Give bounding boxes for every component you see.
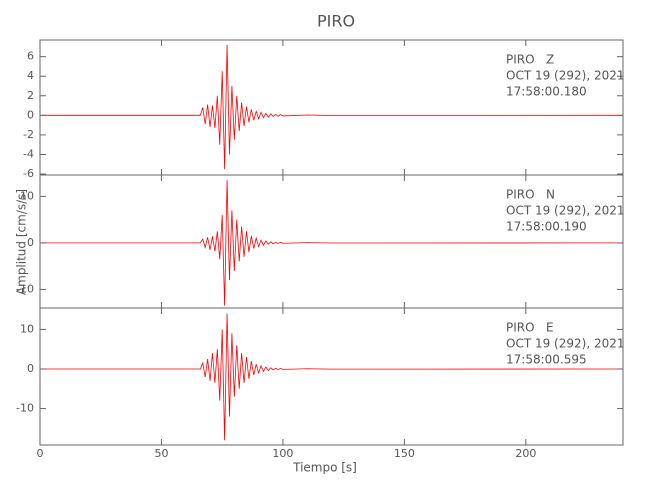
x-tick-label: 0 xyxy=(37,447,44,460)
annotation: OCT 19 (292), 2021 xyxy=(506,69,625,83)
y-tick-label: 10 xyxy=(20,322,34,335)
y-tick-label: -10 xyxy=(16,282,34,295)
annotation: PIRO E xyxy=(506,321,554,335)
waveform xyxy=(40,313,624,441)
chart-title: PIRO xyxy=(317,12,355,31)
y-axis-label: Amplitud [cm/s/s] xyxy=(15,189,29,295)
waveform xyxy=(40,44,624,170)
annotation: OCT 19 (292), 2021 xyxy=(506,337,625,351)
panel-frame xyxy=(39,307,624,446)
y-tick-label: 2 xyxy=(27,89,34,102)
y-tick-label: 0 xyxy=(27,108,34,121)
annotation: OCT 19 (292), 2021 xyxy=(506,204,625,218)
x-tick-label: 100 xyxy=(272,447,293,460)
y-tick-label: -2 xyxy=(23,128,34,141)
x-axis-label: Tiempo [s] xyxy=(292,461,357,475)
annotation: 17:58:00.190 xyxy=(506,220,587,234)
annotation: PIRO N xyxy=(506,188,555,202)
x-tick-label: 150 xyxy=(394,447,415,460)
x-tick-label: 50 xyxy=(154,447,168,460)
y-tick-label: 10 xyxy=(20,189,34,202)
y-tick-label: -10 xyxy=(16,402,34,415)
y-tick-label: -4 xyxy=(23,147,34,160)
y-tick-label: 0 xyxy=(27,362,34,375)
x-tick-label: 200 xyxy=(515,447,536,460)
annotation: 17:58:00.180 xyxy=(506,85,587,99)
annotation: PIRO Z xyxy=(506,53,554,67)
waveform xyxy=(40,180,624,306)
y-tick-label: 0 xyxy=(27,236,34,249)
y-tick-label: 4 xyxy=(27,69,34,82)
annotation: 17:58:00.595 xyxy=(506,353,587,367)
y-tick-label: 6 xyxy=(27,50,34,63)
y-tick-label: -6 xyxy=(23,167,34,180)
